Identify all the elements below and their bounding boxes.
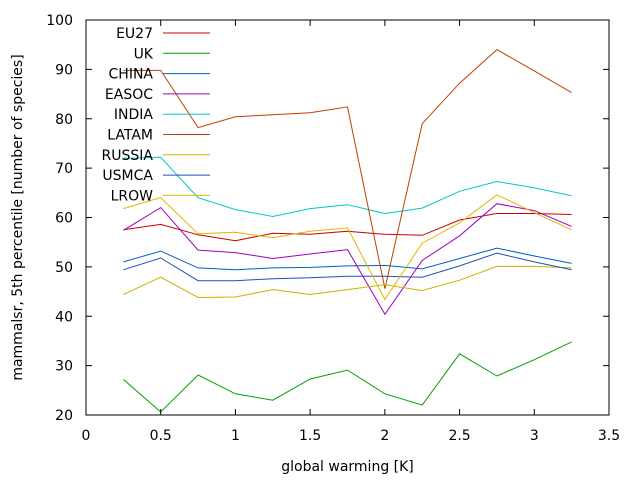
series-layer — [123, 48, 572, 413]
y-tick-label: 90 — [55, 62, 73, 78]
series-line-eu27 — [123, 213, 572, 242]
y-tick-label: 80 — [55, 112, 73, 128]
y-axis-title: mammalsr, 5th percentile [number of spec… — [10, 54, 26, 380]
x-tick-label: 1.5 — [299, 428, 321, 444]
series-line-china — [123, 247, 572, 271]
legend-label-russia: RUSSIA — [102, 148, 154, 164]
x-tick-label: 0 — [82, 428, 91, 444]
series-line-latam — [123, 48, 572, 289]
x-tick-label: 3 — [530, 428, 539, 444]
series-line-india — [123, 156, 572, 218]
y-tick-label: 20 — [55, 408, 73, 424]
y-tick-label: 70 — [55, 161, 73, 177]
series-line-usmca — [123, 252, 572, 282]
y-tick-label: 50 — [55, 260, 73, 276]
x-axis-title: global warming [K] — [281, 459, 414, 475]
y-tick-label: 100 — [46, 13, 73, 29]
legend-label-uk: UK — [134, 46, 154, 62]
legend: EU27 UK CHINA EASOC INDIA LATAM RUSSIA USMCA LRO… — [102, 26, 210, 204]
legend-label-latam: LATAM — [107, 128, 153, 144]
axis-layer: 0 0.5 1 1.5 2 2.5 3 3.5 20 30 40 50 60 70 80 90 100 — [46, 13, 620, 444]
x-tick-label: 3.5 — [598, 428, 620, 444]
series-line-easoc — [123, 203, 572, 316]
y-tick-label: 30 — [55, 359, 73, 375]
legend-label-easoc: EASOC — [105, 87, 153, 103]
x-tick-label: 0.5 — [150, 428, 172, 444]
series-line-russia — [123, 265, 572, 299]
x-tick-label: 2 — [380, 428, 389, 444]
legend-label-eu27: EU27 — [116, 26, 153, 42]
legend-label-india: INDIA — [114, 107, 154, 123]
y-tick-label: 40 — [55, 309, 73, 325]
y-tick-label: 60 — [55, 211, 73, 227]
legend-label-usmca: USMCA — [102, 168, 153, 184]
x-tick-label: 1 — [231, 428, 240, 444]
series-line-uk — [123, 341, 572, 413]
legend-label-china: CHINA — [109, 67, 154, 83]
series-line-lrow — [123, 194, 572, 301]
legend-label-lrow: LROW — [111, 188, 154, 204]
x-tick-label: 2.5 — [448, 428, 470, 444]
